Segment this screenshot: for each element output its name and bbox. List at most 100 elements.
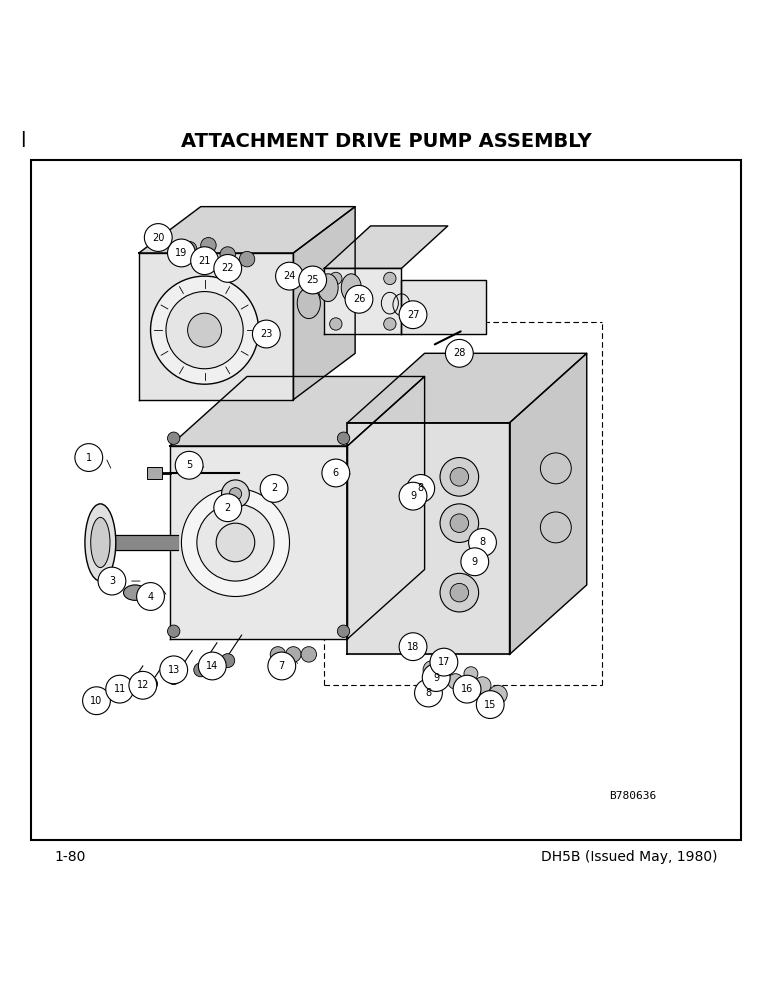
Circle shape [268, 652, 296, 680]
Polygon shape [139, 207, 355, 253]
Ellipse shape [90, 517, 110, 568]
Circle shape [540, 512, 571, 543]
Circle shape [168, 625, 180, 637]
Text: 2: 2 [225, 503, 231, 513]
Circle shape [222, 480, 249, 508]
Circle shape [330, 318, 342, 330]
Polygon shape [324, 268, 401, 334]
Circle shape [430, 648, 458, 676]
Circle shape [197, 504, 274, 581]
Polygon shape [293, 207, 355, 400]
Circle shape [151, 276, 259, 384]
Circle shape [399, 482, 427, 510]
Text: 22: 22 [222, 263, 234, 273]
Text: 13: 13 [168, 665, 180, 675]
Circle shape [476, 691, 504, 718]
Text: 25: 25 [306, 275, 319, 285]
Polygon shape [510, 353, 587, 654]
Circle shape [330, 272, 342, 285]
Text: 1: 1 [86, 453, 92, 463]
FancyBboxPatch shape [147, 467, 162, 479]
Circle shape [422, 664, 450, 691]
Circle shape [252, 320, 280, 348]
Circle shape [98, 567, 126, 595]
Text: DH5B (Issued May, 1980): DH5B (Issued May, 1980) [541, 850, 718, 864]
Circle shape [129, 671, 157, 699]
Circle shape [194, 663, 208, 677]
Text: 5: 5 [186, 460, 192, 470]
Circle shape [337, 432, 350, 444]
Text: 19: 19 [175, 248, 188, 258]
Text: 8: 8 [418, 483, 424, 493]
Circle shape [324, 461, 347, 485]
Circle shape [220, 247, 235, 262]
Circle shape [221, 654, 235, 668]
Circle shape [299, 266, 327, 294]
Polygon shape [347, 376, 425, 639]
Polygon shape [170, 376, 425, 446]
Text: 2: 2 [271, 483, 277, 493]
Circle shape [229, 488, 242, 500]
Ellipse shape [341, 274, 361, 302]
Text: 8: 8 [425, 688, 432, 698]
Text: 8: 8 [479, 537, 486, 547]
Circle shape [198, 652, 226, 680]
Circle shape [239, 251, 255, 267]
Circle shape [337, 625, 350, 637]
Polygon shape [401, 280, 486, 334]
Circle shape [144, 677, 157, 691]
Text: 6: 6 [333, 468, 339, 478]
Circle shape [399, 301, 427, 329]
Text: 10: 10 [90, 696, 103, 706]
Text: |: | [20, 131, 26, 147]
Circle shape [160, 656, 188, 684]
Circle shape [384, 318, 396, 330]
Circle shape [144, 224, 172, 251]
Circle shape [137, 583, 164, 610]
Circle shape [214, 255, 242, 282]
Circle shape [384, 272, 396, 285]
Text: 27: 27 [407, 310, 419, 320]
Ellipse shape [318, 274, 338, 302]
Circle shape [445, 339, 473, 367]
Circle shape [448, 674, 463, 689]
Circle shape [423, 661, 442, 679]
Circle shape [450, 514, 469, 532]
Circle shape [301, 647, 317, 662]
Text: 17: 17 [438, 657, 450, 667]
Circle shape [440, 504, 479, 542]
Text: 16: 16 [461, 684, 473, 694]
Circle shape [191, 247, 218, 275]
Ellipse shape [297, 288, 320, 319]
Text: 9: 9 [433, 673, 439, 683]
Circle shape [407, 475, 435, 502]
Text: 15: 15 [484, 700, 496, 710]
Circle shape [117, 682, 130, 696]
Circle shape [440, 458, 479, 496]
Circle shape [216, 523, 255, 562]
Ellipse shape [85, 504, 116, 581]
Circle shape [450, 583, 469, 602]
Circle shape [464, 667, 478, 681]
Text: 9: 9 [410, 491, 416, 501]
Text: 4: 4 [147, 591, 154, 601]
Polygon shape [347, 353, 587, 423]
Circle shape [214, 494, 242, 522]
Polygon shape [324, 226, 448, 268]
Text: 11: 11 [113, 684, 126, 694]
Circle shape [167, 671, 181, 685]
Circle shape [168, 239, 195, 267]
Circle shape [345, 285, 373, 313]
Text: 14: 14 [206, 661, 218, 671]
Circle shape [415, 679, 442, 707]
Circle shape [469, 529, 496, 556]
Circle shape [322, 459, 350, 487]
Circle shape [270, 647, 286, 662]
Text: 12: 12 [137, 680, 149, 690]
Polygon shape [139, 253, 293, 400]
Text: 1-80: 1-80 [54, 850, 86, 864]
Circle shape [461, 548, 489, 576]
Circle shape [166, 292, 243, 369]
Polygon shape [170, 446, 347, 639]
Ellipse shape [124, 585, 147, 600]
